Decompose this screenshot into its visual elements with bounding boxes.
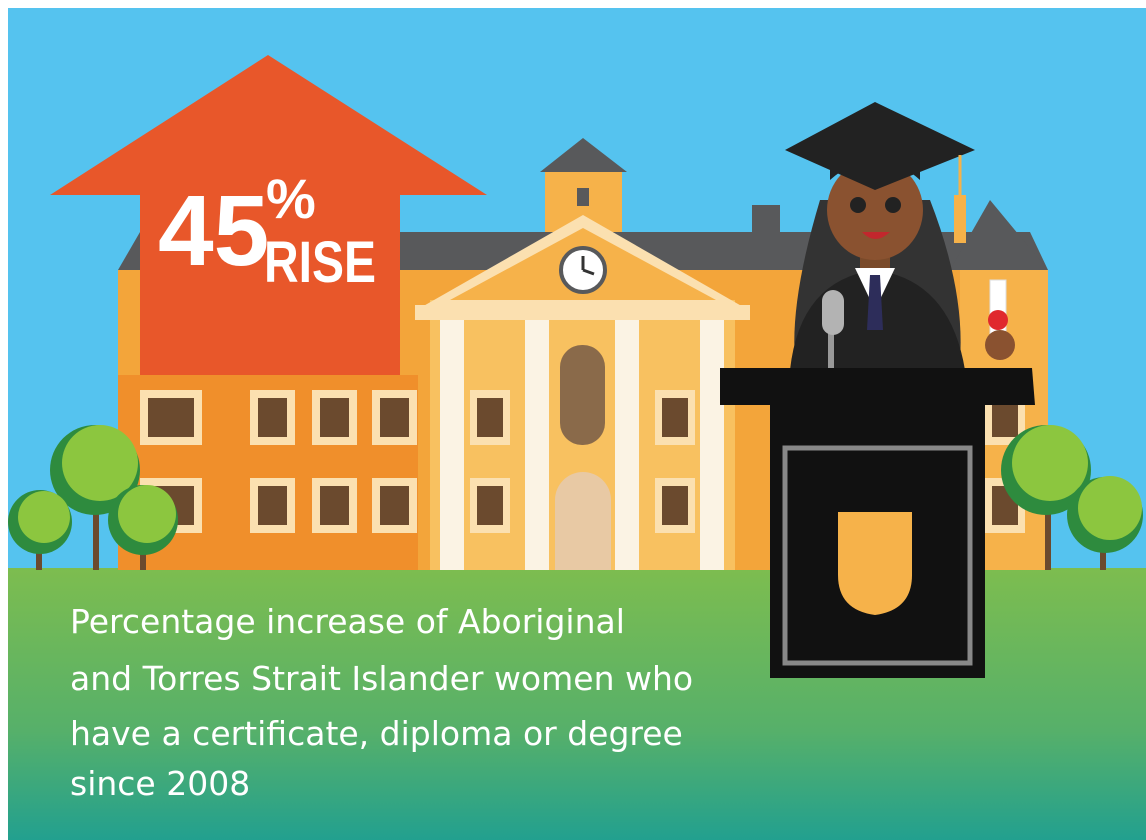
up-arrow xyxy=(50,55,487,375)
headline-number: 45 xyxy=(158,175,269,287)
caption-line: and Torres Strait Islander women who xyxy=(70,659,693,698)
caption-line: have a certificate, diploma or degree xyxy=(70,714,683,753)
headline-unit: % xyxy=(266,167,316,230)
podium xyxy=(720,368,1035,678)
trees xyxy=(8,425,1143,570)
caption-line: since 2008 xyxy=(70,764,250,803)
graduate xyxy=(785,102,1015,370)
headline-word: RISE xyxy=(264,230,376,295)
caption-line: Percentage increase of Aboriginal xyxy=(70,602,625,641)
